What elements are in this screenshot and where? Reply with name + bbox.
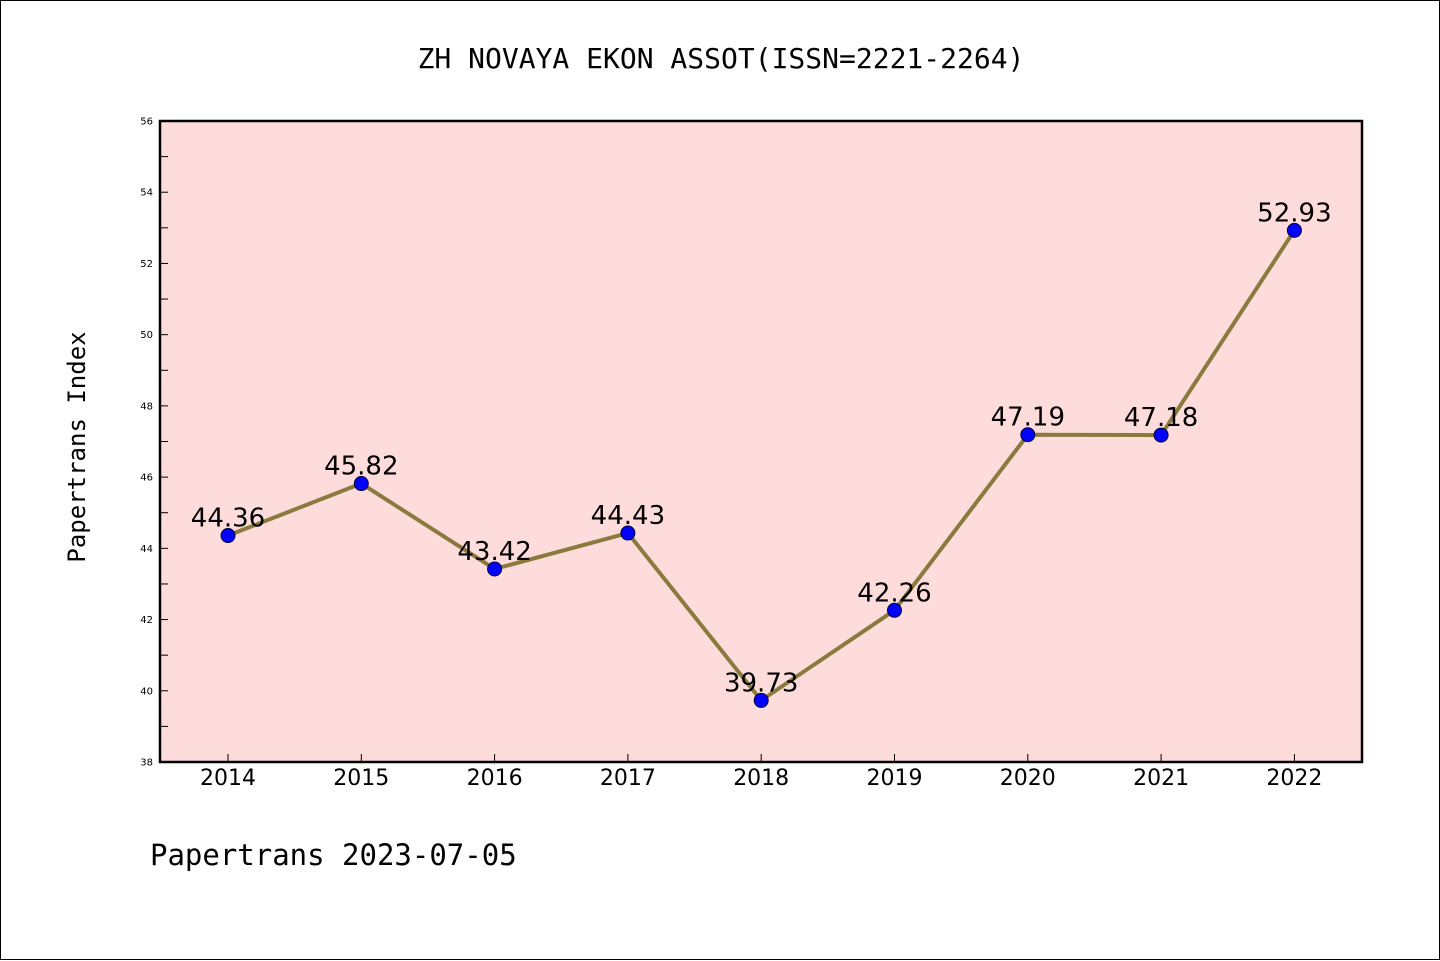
y-tick-label: 46	[140, 473, 153, 484]
y-tick-label: 40	[140, 686, 153, 697]
y-tick-label: 56	[140, 117, 153, 128]
x-tick-label: 2015	[333, 766, 389, 791]
data-point	[353, 476, 369, 492]
x-tick-label: 2021	[1133, 766, 1189, 791]
data-point	[753, 692, 769, 708]
y-tick-label: 54	[140, 188, 153, 199]
plot-area	[160, 121, 1362, 762]
x-tick-label: 2019	[867, 766, 923, 791]
x-tick-label: 2017	[600, 766, 656, 791]
data-point	[1153, 427, 1169, 443]
y-tick-label: 52	[140, 259, 153, 270]
data-markers	[220, 222, 1302, 708]
data-point	[620, 525, 636, 541]
x-tick-label: 2020	[1000, 766, 1056, 791]
y-tick-label: 48	[140, 401, 153, 412]
data-label: 42.26	[857, 578, 931, 608]
y-tick-label: 50	[140, 330, 153, 341]
data-label: 45.82	[324, 452, 398, 482]
x-tick-label: 2014	[200, 766, 256, 791]
data-labels: 44.36 45.82 43.42 44.43 39.73 42.26 47.19 47.18…	[191, 198, 1332, 698]
chart-title: ZH NOVAYA EKON ASSOT(ISSN=2221-2264)	[418, 42, 1025, 75]
y-tick-label: 44	[140, 544, 153, 555]
data-point	[487, 561, 503, 577]
x-axis-ticks: 2014 2015 2016 2017 2018 2019 2020 2021 2022	[200, 754, 1322, 791]
y-tick-label: 38	[140, 758, 153, 769]
data-point	[1286, 222, 1302, 238]
data-label: 44.36	[191, 504, 265, 534]
data-label: 43.42	[457, 537, 531, 567]
data-label: 47.18	[1124, 403, 1198, 433]
footer-source-date: Papertrans 2023-07-05	[150, 838, 517, 872]
x-tick-label: 2018	[733, 766, 789, 791]
data-point	[1020, 427, 1036, 443]
plot-border	[158, 119, 1364, 764]
data-label: 52.93	[1257, 198, 1331, 228]
data-point	[220, 528, 236, 544]
y-tick-label: 42	[140, 615, 153, 626]
y-axis-label: Papertrans Index	[63, 331, 91, 562]
x-tick-label: 2016	[467, 766, 523, 791]
y-minor-ticks	[160, 156, 168, 727]
y-axis-ticks: 38 40 42 44 46 48 50 52 54 56	[140, 117, 168, 769]
x-tick-label: 2022	[1266, 766, 1322, 791]
data-label: 44.43	[591, 501, 665, 531]
data-point	[887, 602, 902, 618]
data-label: 39.73	[724, 668, 798, 698]
data-label: 47.19	[991, 403, 1065, 433]
